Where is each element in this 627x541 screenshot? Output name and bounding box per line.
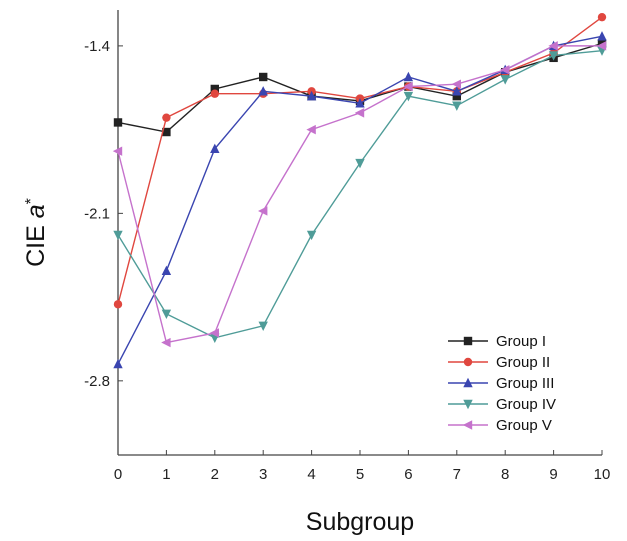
legend-marker — [463, 357, 473, 367]
legend-entry: Group I — [448, 333, 546, 350]
data-point — [596, 41, 607, 51]
data-point — [500, 65, 510, 75]
series-4 — [113, 46, 607, 343]
data-point — [403, 91, 414, 102]
x-tick-label: 0 — [114, 466, 122, 483]
series-line — [117, 42, 603, 133]
y-axis-title-prefix: CIE — [22, 218, 50, 267]
data-point — [451, 79, 461, 89]
data-point — [259, 72, 268, 82]
x-tick-label: 7 — [453, 466, 461, 483]
series-5 — [112, 41, 607, 348]
data-point — [597, 12, 607, 22]
data-point — [210, 143, 220, 153]
x-axis-title: Subgroup — [306, 508, 414, 536]
data-point — [500, 75, 510, 85]
data-point — [210, 84, 219, 94]
series-line — [117, 49, 603, 339]
x-tick-label: 2 — [211, 466, 219, 483]
x-tick-label: 9 — [549, 466, 557, 483]
legend-entry: Group IV — [448, 396, 556, 413]
data-point — [548, 41, 558, 51]
x-tick-label: 6 — [404, 466, 412, 483]
data-point — [113, 118, 123, 127]
x-tick-label: 3 — [259, 466, 267, 483]
x-tick-label: 8 — [501, 466, 509, 483]
series-line — [117, 45, 602, 344]
x-tick-label: 1 — [162, 466, 170, 483]
y-axis-title: CIE a* — [22, 198, 50, 267]
y-axis-title-superscript: * — [23, 198, 40, 204]
data-point — [113, 300, 123, 309]
data-point — [161, 265, 172, 275]
data-point — [306, 124, 316, 135]
legend-label: Group V — [496, 417, 552, 434]
x-ticks: 0 1 2 3 4 5 6 7 8 9 10 — [114, 450, 611, 483]
series-3 — [113, 31, 607, 369]
legend-marker — [462, 420, 473, 430]
x-tick-label: 10 — [594, 466, 611, 483]
data-point — [161, 337, 171, 348]
series-1 — [113, 39, 607, 137]
data-point — [403, 71, 414, 82]
data-point — [597, 31, 607, 41]
x-tick-label: 4 — [307, 466, 315, 483]
data-point — [112, 146, 123, 156]
data-point — [452, 86, 462, 96]
data-point — [258, 86, 268, 96]
data-point — [355, 158, 365, 169]
data-point — [113, 230, 123, 241]
y-axis-title-variable: a — [22, 204, 50, 218]
data-point — [258, 321, 268, 332]
legend-label: Group II — [496, 354, 550, 371]
series-layer — [112, 12, 607, 369]
data-point — [161, 309, 172, 320]
legend-entry: Group III — [448, 375, 554, 392]
data-point — [403, 81, 413, 92]
legend-marker — [463, 399, 473, 410]
x-tick-label: 5 — [356, 466, 364, 483]
legend-label: Group I — [496, 333, 546, 350]
y-tick-label: -2.1 — [84, 205, 110, 222]
data-point — [209, 328, 219, 338]
data-point — [162, 113, 171, 122]
legend-label: Group IV — [496, 396, 556, 413]
data-point — [306, 90, 317, 101]
data-point — [452, 101, 462, 111]
axes: 0 1 2 3 4 5 6 7 8 9 10 -1.4 -2.1 -2.8 — [84, 10, 610, 483]
y-tick-label: -2.8 — [84, 373, 110, 390]
legend-entry: Group V — [448, 417, 552, 434]
legend-marker — [463, 336, 473, 346]
data-point — [113, 358, 123, 369]
legend-label: Group III — [496, 375, 554, 392]
data-point — [354, 108, 365, 118]
data-point — [210, 89, 219, 98]
data-point — [258, 206, 268, 216]
series-line — [117, 35, 603, 365]
data-point — [162, 127, 171, 137]
data-point — [355, 98, 365, 108]
legend: Group I Group II Group III Group IV Group V — [448, 333, 556, 434]
legend-marker — [463, 377, 473, 388]
legend-entry: Group II — [448, 354, 550, 371]
data-point — [548, 51, 559, 61]
data-point — [452, 91, 461, 101]
data-point — [306, 230, 317, 241]
y-tick-label: -1.4 — [84, 38, 110, 55]
y-ticks: -1.4 -2.1 -2.8 — [84, 38, 123, 390]
